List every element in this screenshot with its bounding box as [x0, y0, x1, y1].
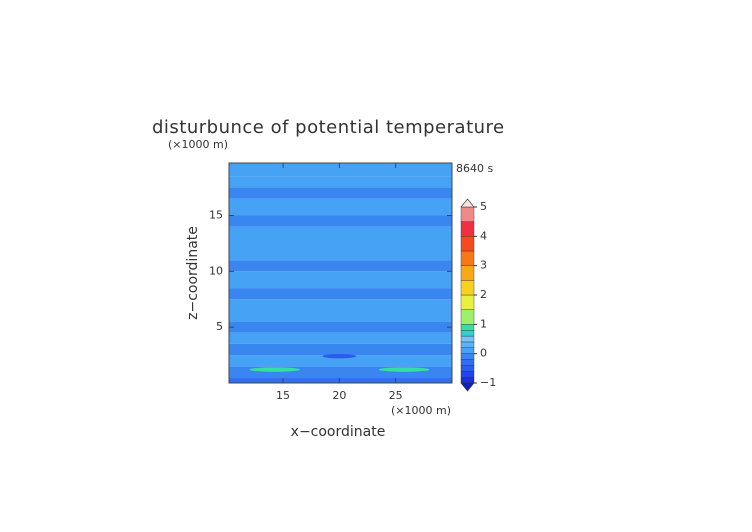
contour-band	[229, 355, 452, 367]
colorbar-segment	[460, 359, 475, 366]
contour-band	[229, 215, 452, 227]
contour-band	[229, 260, 452, 272]
colorbar-under	[460, 382, 475, 392]
contour-band	[229, 187, 452, 199]
colorbar-tick-label: 4	[480, 229, 487, 242]
contour-band	[229, 271, 452, 289]
x-tick-label: 15	[276, 389, 290, 402]
contour-band	[229, 198, 452, 216]
colorbar-segment	[460, 365, 475, 372]
colorbar-segment	[460, 265, 475, 281]
contour-band	[229, 163, 452, 177]
colorbar-segment	[460, 353, 475, 360]
y-tick-label: 10	[209, 264, 223, 277]
chart-title: disturbunce of potential temperature	[152, 117, 505, 138]
colorbar-segment	[460, 347, 475, 354]
x-tick-label: 25	[389, 389, 403, 402]
colorbar-tick-label: 3	[480, 259, 487, 272]
colorbar-segment	[460, 335, 475, 343]
colorbar-tick-label: 2	[480, 288, 487, 301]
colorbar-segment	[460, 206, 475, 222]
colorbar-segment	[460, 221, 475, 237]
colorbar-segment	[460, 371, 475, 378]
y-tick-label: 15	[209, 208, 223, 221]
colorbar-segment	[460, 324, 475, 331]
contour-band	[229, 288, 452, 300]
x-axis-label: x−coordinate	[291, 424, 386, 440]
y-tick-label: 5	[216, 320, 223, 333]
contour-band	[229, 343, 452, 356]
colorbar-tick-label: 5	[480, 200, 487, 213]
colorbar-segment	[460, 250, 475, 266]
colorbar-segment	[460, 280, 475, 296]
contour-band	[229, 377, 452, 383]
colorbar-segment	[460, 376, 475, 384]
contour-feature	[249, 367, 300, 372]
contour-band	[229, 366, 452, 378]
contour-band	[229, 176, 452, 188]
contour-band	[229, 332, 452, 344]
colorbar-segment	[460, 294, 475, 310]
colorbar-tick-label: 0	[480, 347, 487, 360]
colorbar-segment	[460, 309, 475, 325]
plot-frame	[228, 162, 453, 384]
colorbar-tick-label: −1	[480, 376, 496, 389]
y-unit: (×1000 m)	[168, 138, 228, 151]
contour-band	[229, 299, 452, 322]
colorbar-segment	[460, 330, 475, 337]
contour-band	[229, 321, 452, 333]
time-label: 8640 s	[456, 162, 493, 175]
x-tick-label: 20	[332, 389, 346, 402]
colorbar-segment	[460, 236, 475, 252]
contour-band	[229, 226, 452, 261]
contour-feature	[378, 367, 430, 372]
x-unit: (×1000 m)	[391, 404, 451, 417]
y-axis-label: z−coordinate	[185, 226, 201, 320]
colorbar-tick-label: 1	[480, 317, 487, 330]
colorbar-segment	[460, 341, 475, 348]
contour-feature	[322, 353, 357, 359]
colorbar-over	[460, 198, 475, 208]
